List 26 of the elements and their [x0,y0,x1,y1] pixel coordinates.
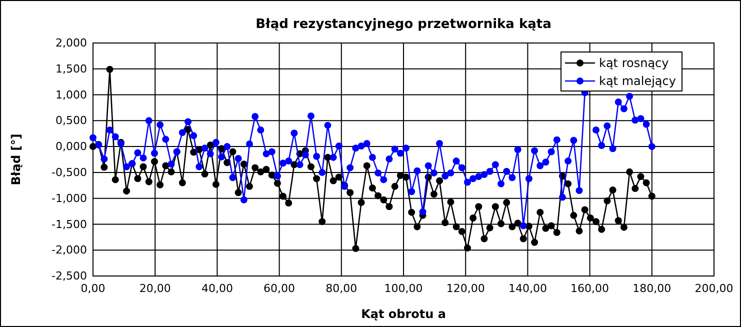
x-tick-label: 40,00 [201,282,233,295]
y-tick-label: -0,500 [52,166,87,179]
x-tick-label: 180,00 [632,282,672,295]
x-tick-label: 120,00 [446,282,485,295]
x-tick-label: 20,00 [139,282,171,295]
legend-label: kąt malejący [599,74,676,88]
x-tick-label: 80,00 [326,282,358,295]
x-tick-label: 160,00 [570,282,610,295]
x-axis-title: Kąt obrotu a [361,307,446,321]
y-tick-label: 1,000 [56,88,87,102]
x-tick-label: 200,00 [694,282,734,295]
x-tick-label: 60,00 [264,282,296,295]
y-tick-label: 1,500 [56,62,87,76]
y-tick-label: -2,500 [52,270,87,283]
y-tick-label: -1,500 [52,218,87,231]
x-tick-label: 0,00 [80,282,106,295]
chart-title: Błąd rezystancyjnego przetwornika kąta [256,17,552,32]
y-tick-label: 2,000 [56,36,87,50]
x-tick-label: 100,00 [384,282,423,295]
y-tick-label: -2,000 [52,244,87,257]
y-axis-title: Błąd [°] [9,134,23,186]
legend-label: kąt rosnący [599,56,669,70]
y-tick-label: 0,000 [56,140,87,154]
x-tick-label: 140,00 [508,282,547,295]
y-tick-label: 0,500 [56,114,87,128]
y-tick-label: -1,000 [52,192,87,205]
